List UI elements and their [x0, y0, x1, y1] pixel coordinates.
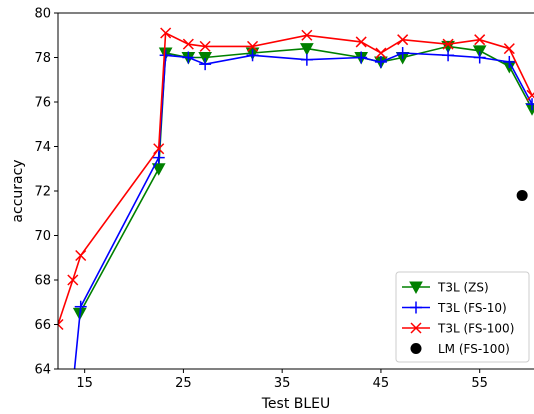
legend-item-t3l-fs-100: T3L (FS-100): [402, 322, 514, 336]
data-point-t3l-fs-100: [397, 34, 409, 46]
series-lm-fs-100: [516, 189, 528, 201]
data-point-t3l-fs-100: [182, 38, 194, 50]
data-point-t3l-fs-10: [199, 58, 212, 71]
x-tick-label: 15: [76, 376, 93, 391]
y-tick-label: 80: [34, 7, 51, 22]
data-point-t3l-fs-100: [67, 274, 79, 286]
data-point-t3l-fs-10: [246, 49, 259, 62]
legend-marker-t3l-fs-100: [410, 322, 422, 334]
data-point-t3l-fs-10: [182, 51, 195, 64]
y-tick-label: 76: [34, 96, 51, 111]
x-tick-label: 55: [471, 376, 488, 391]
y-tick-label: 72: [34, 185, 51, 200]
data-point-t3l-fs-10: [374, 55, 387, 68]
data-point-t3l-fs-10: [355, 51, 368, 64]
data-point-t3l-fs-100: [355, 36, 367, 48]
data-point-t3l-fs-100: [247, 40, 259, 52]
legend-marker-t3l-fs-10: [410, 301, 422, 314]
y-tick-label: 68: [34, 274, 51, 289]
data-point-t3l-fs-100: [58, 318, 64, 331]
data-point-t3l-fs-10: [396, 47, 409, 60]
data-point-t3l-zs: [151, 163, 166, 176]
legend-label: T3L (ZS): [437, 281, 489, 295]
data-point-t3l-fs-100: [526, 89, 534, 101]
y-axis-label: accuracy: [10, 159, 26, 222]
legend-marker-t3l-zs: [409, 281, 423, 295]
data-point-t3l-zs: [472, 45, 487, 58]
x-tick-label: 25: [175, 376, 192, 391]
legend-marker-lm-fs-100: [410, 343, 422, 354]
x-axis-label: Test BLEU: [261, 396, 331, 412]
legend: T3L (ZS) T3L (FS-10) T3L (FS-100) LM (FS-10…: [395, 271, 530, 363]
data-point-t3l-fs-100: [160, 27, 172, 39]
legend-label: LM (FS-100): [438, 342, 510, 356]
series-line-t3l-fs-100: [58, 31, 533, 325]
data-point-t3l-fs-10: [526, 98, 534, 111]
x-tick-label: 35: [274, 376, 291, 391]
y-tick-label: 64: [34, 363, 51, 378]
data-point-t3l-fs-100: [442, 38, 454, 50]
data-point-t3l-fs-10: [503, 55, 516, 68]
data-point-t3l-fs-10: [74, 300, 87, 313]
series-layer: [58, 27, 534, 369]
data-point-t3l-fs-10: [159, 49, 172, 62]
data-point-t3l-fs-10: [473, 51, 486, 64]
data-point-t3l-fs-100: [503, 43, 515, 55]
data-point-t3l-fs-100: [375, 47, 387, 59]
data-point-t3l-fs-100: [301, 29, 313, 41]
data-point-t3l-fs-100: [153, 143, 165, 155]
legend-box: [395, 271, 530, 363]
legend-item-t3l-fs-10: T3L (FS-10): [402, 301, 507, 315]
legend-item-t3l-zs: T3L (ZS): [402, 281, 489, 295]
y-tick-label: 70: [34, 229, 51, 244]
data-point-t3l-fs-10: [152, 151, 165, 164]
data-point-t3l-fs-100: [199, 40, 211, 52]
data-point-t3l-fs-100: [474, 34, 486, 46]
series-t3l-fs-100: [58, 27, 534, 331]
ticks-layer: 15 25 35 45 55 64 66 68 70 72 74 76 78 80: [34, 7, 488, 392]
data-point-t3l-fs-10: [300, 53, 313, 66]
data-point-t3l-zs: [300, 43, 314, 56]
data-point-lm-fs-100: [516, 189, 528, 201]
legend-label: T3L (FS-100): [437, 322, 514, 336]
y-tick-label: 78: [34, 51, 51, 66]
data-point-t3l-zs: [198, 52, 212, 65]
y-tick-label: 74: [34, 140, 51, 155]
data-point-t3l-fs-10: [442, 49, 455, 62]
y-tick-label: 66: [34, 318, 51, 333]
series-line-t3l-zs: [78, 45, 533, 314]
x-tick-label: 45: [373, 376, 390, 391]
data-point-t3l-fs-100: [75, 249, 87, 262]
legend-item-lm-fs-100: LM (FS-100): [410, 342, 510, 356]
legend-label: T3L (FS-10): [437, 301, 507, 315]
